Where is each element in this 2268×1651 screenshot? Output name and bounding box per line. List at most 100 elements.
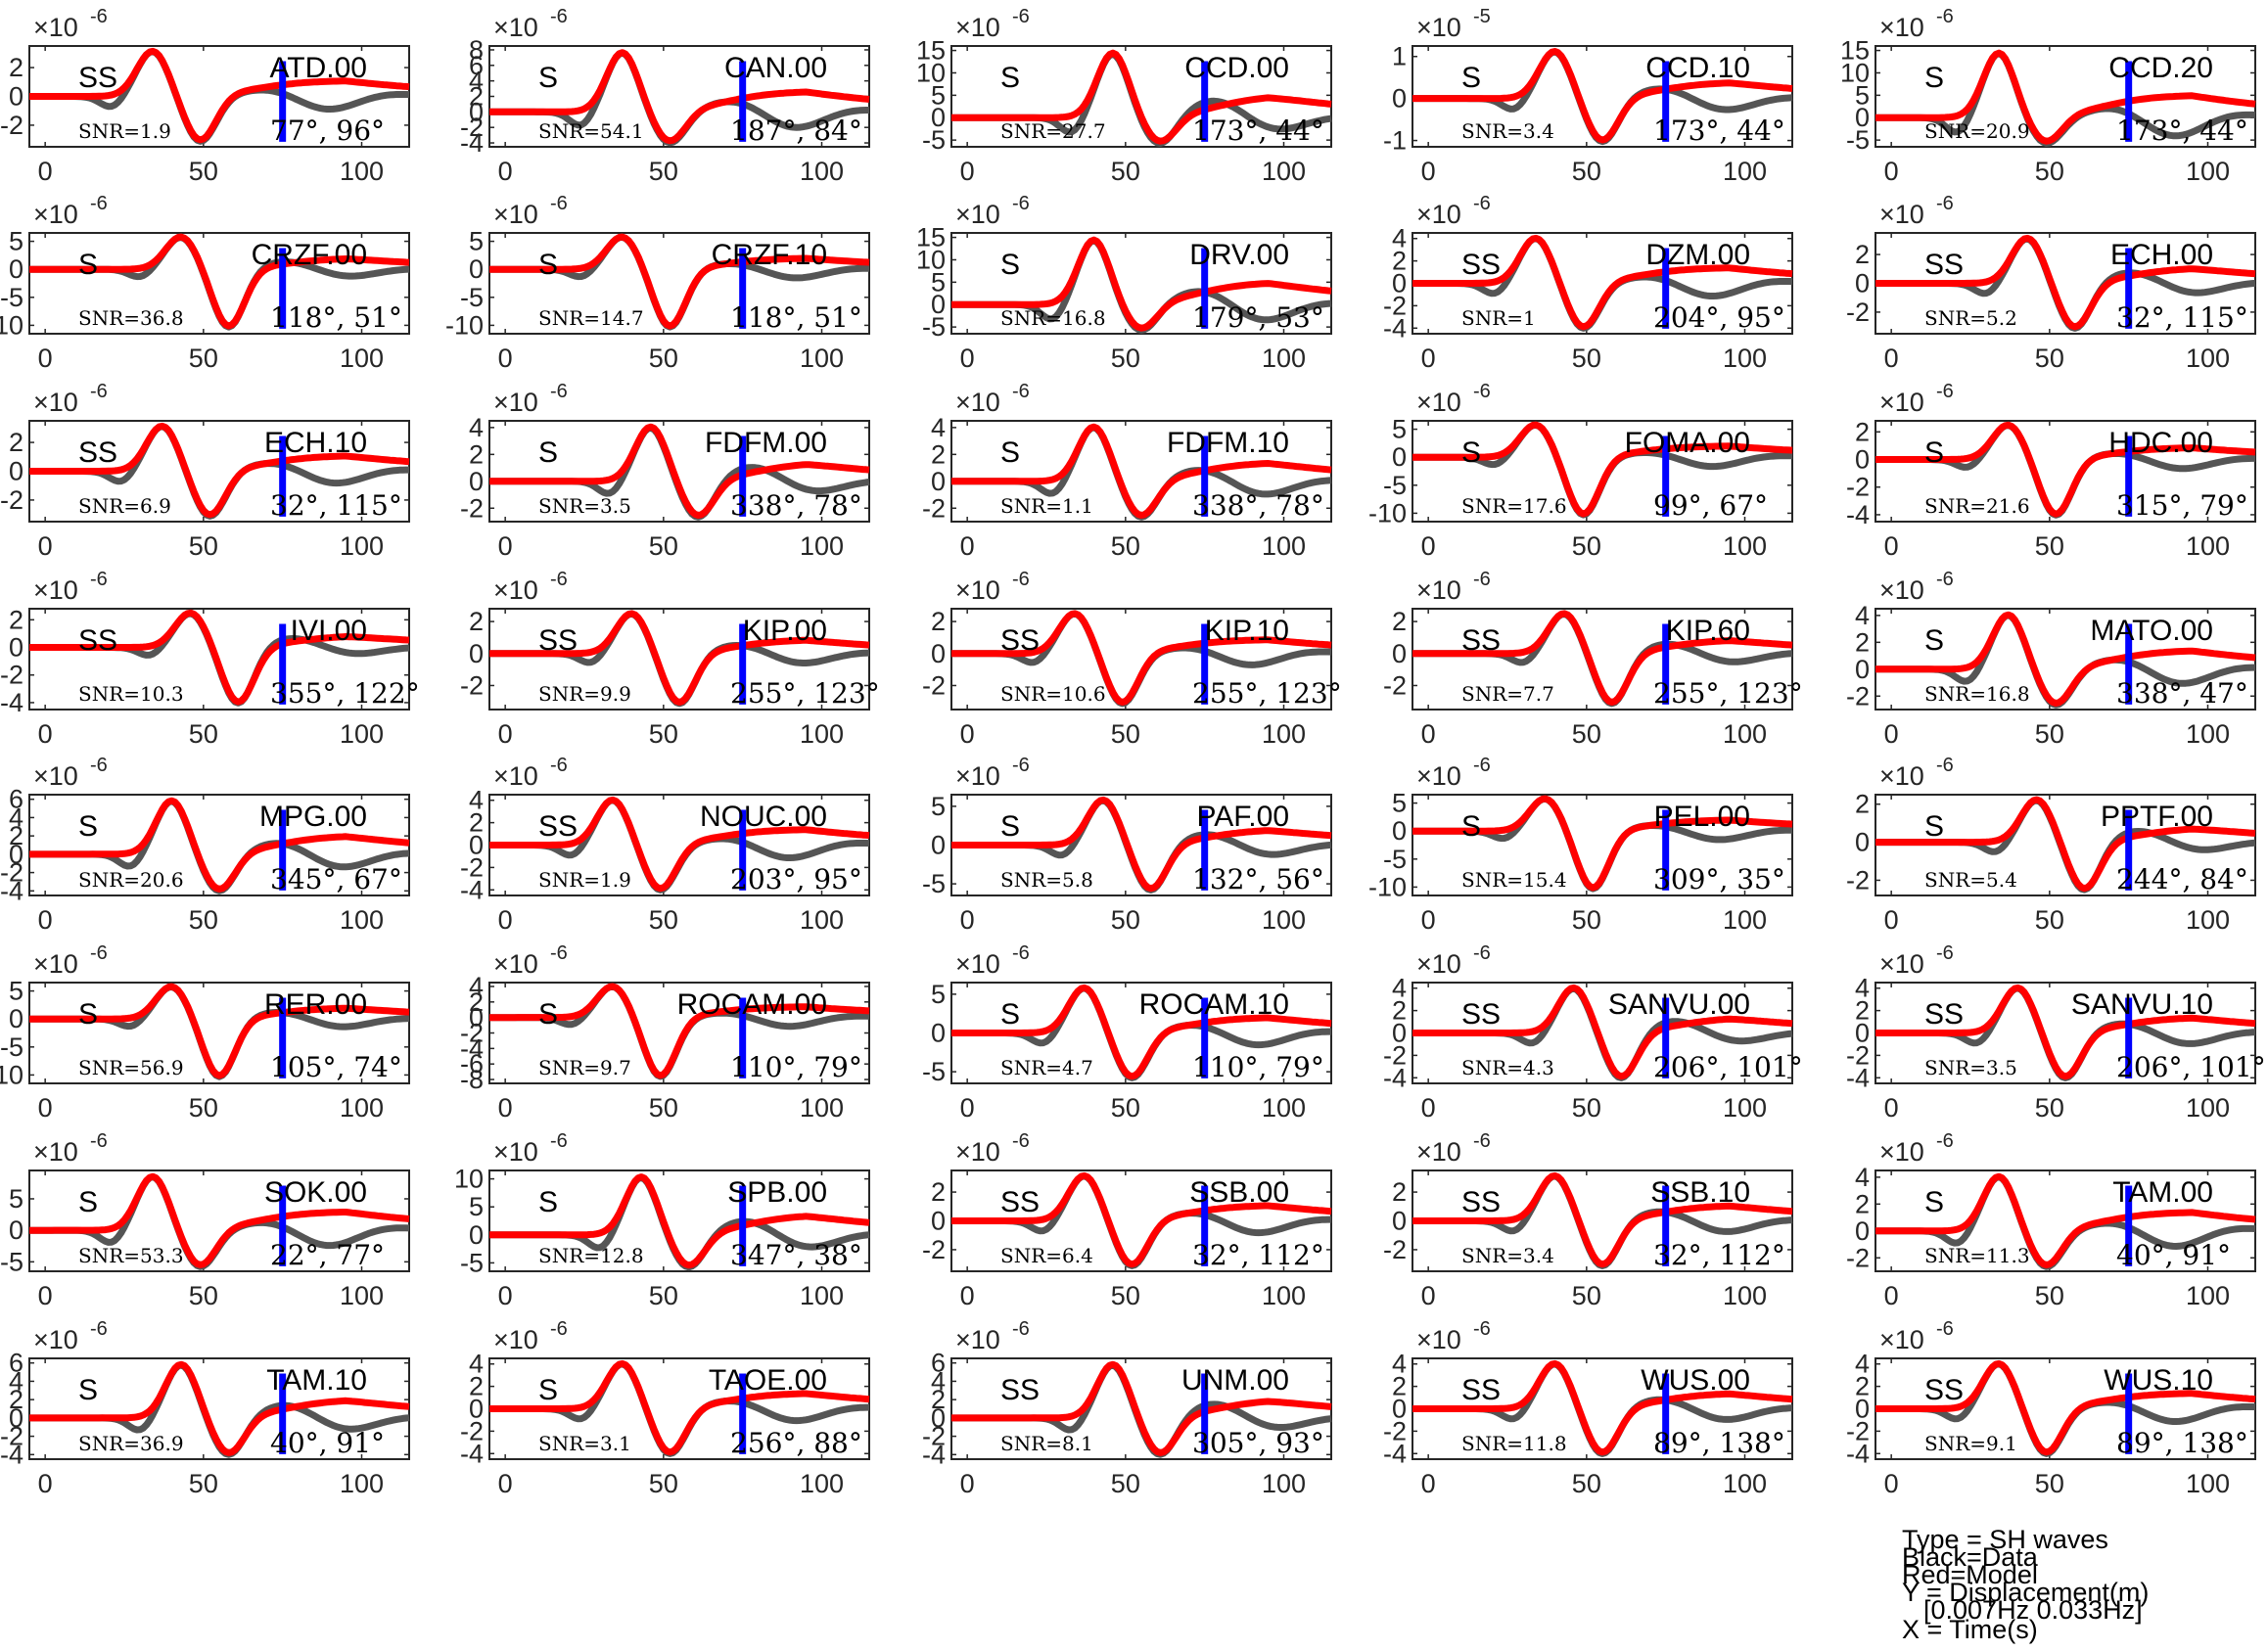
y-tick-label: 2 [931, 1177, 946, 1207]
y-exponent: -6 [90, 381, 108, 402]
y-multiplier: ×10 [33, 1325, 78, 1354]
station-label: DRV.00 [1189, 239, 1289, 271]
y-tick-label: -10 [1368, 872, 1407, 901]
x-tick-label: 0 [38, 1093, 53, 1123]
y-tick-label: 0 [469, 831, 484, 860]
snr-label: SNR=15.4 [1461, 868, 1567, 892]
y-multiplier: ×10 [1879, 761, 1924, 791]
phase-label: S [78, 998, 98, 1031]
y-tick-label: -4 [1846, 1439, 1870, 1468]
model-trace [488, 423, 870, 519]
angle-label: 118°, 51° [730, 301, 862, 334]
angle-label: 173°, 44° [1192, 115, 1324, 147]
y-tick-label: 5 [1392, 789, 1407, 818]
model-trace [1875, 796, 2256, 893]
angle-label: 355°, 122° [270, 677, 420, 710]
station-label: ECH.00 [2110, 239, 2213, 271]
y-tick-label: 8 [469, 35, 484, 65]
y-tick-label: 4 [1855, 974, 1870, 1003]
y-tick-label: 0 [1392, 442, 1407, 472]
y-multiplier: ×10 [33, 575, 78, 605]
y-tick-label: 4 [9, 803, 23, 832]
y-tick-label: -2 [460, 1416, 484, 1445]
x-tick-label: 100 [2186, 531, 2230, 561]
x-tick-label: 50 [189, 1281, 218, 1310]
model-trace [1875, 49, 2256, 145]
x-tick-label: 100 [1262, 1093, 1306, 1123]
snr-label: SNR=8.1 [1000, 1432, 1093, 1455]
y-tick-label: 2 [469, 607, 484, 636]
y-tick-label: 0 [931, 1207, 946, 1236]
phase-label: S [1461, 810, 1481, 843]
x-tick-label: 50 [2035, 719, 2064, 749]
phase-label: SS [1924, 998, 1964, 1031]
y-tick-label: 0 [9, 1403, 23, 1433]
y-tick-label: -2 [922, 493, 946, 523]
station-label: SANVU.00 [1608, 988, 1750, 1021]
y-multiplier: ×10 [955, 200, 1000, 229]
x-tick-label: 100 [800, 157, 844, 186]
y-tick-label: 4 [931, 413, 946, 442]
angle-label: 255°, 123° [730, 677, 880, 710]
y-multiplier: ×10 [1879, 1325, 1924, 1354]
snr-label: SNR=6.4 [1000, 1244, 1093, 1267]
y-exponent: -6 [550, 1318, 568, 1340]
x-tick-label: 50 [1572, 531, 1601, 561]
y-multiplier: ×10 [33, 13, 78, 42]
y-tick-label: 5 [1392, 415, 1407, 444]
legend-data: Black=Data [1902, 1542, 2038, 1572]
phase-label: S [1000, 436, 1020, 469]
x-tick-label: 50 [1111, 1469, 1140, 1498]
angle-label: 40°, 91° [270, 1427, 385, 1459]
x-tick-label: 0 [1421, 1093, 1436, 1123]
y-tick-label: -4 [460, 128, 484, 158]
snr-label: SNR=17.6 [1461, 494, 1567, 518]
legend-y: Y = Displacement(m) [1902, 1578, 2150, 1607]
x-tick-label: 100 [1723, 531, 1767, 561]
y-multiplier: ×10 [493, 761, 538, 791]
y-tick-label: 2 [469, 439, 484, 469]
snr-label: SNR=5.4 [1924, 868, 2017, 892]
model-trace [28, 422, 410, 519]
x-tick-label: 50 [2035, 157, 2064, 186]
y-tick-label: 0 [469, 639, 484, 668]
axes-box [488, 608, 870, 711]
y-multiplier: ×10 [1879, 575, 1924, 605]
y-tick-label: 2 [1392, 996, 1407, 1026]
y-multiplier: ×10 [1416, 388, 1461, 417]
x-tick-label: 100 [1723, 344, 1767, 373]
x-tick-label: 100 [340, 1281, 384, 1310]
y-tick-label: 0 [9, 1004, 23, 1033]
y-tick-label: -2 [460, 670, 484, 700]
y-tick-label: 4 [1855, 1163, 1870, 1192]
x-tick-label: 100 [2186, 157, 2230, 186]
station-label: CRZF.10 [712, 239, 827, 271]
model-trace [1412, 48, 1793, 144]
y-tick-label: 2 [1855, 627, 1870, 657]
phase-label: S [78, 1374, 98, 1406]
x-tick-label: 100 [800, 1469, 844, 1498]
x-tick-label: 50 [1572, 344, 1601, 373]
x-tick-label: 0 [1421, 1281, 1436, 1310]
phase-label: SS [1461, 624, 1501, 657]
x-tick-label: 50 [189, 157, 218, 186]
station-label: CCD.10 [1645, 52, 1750, 84]
snr-label: SNR=54.1 [538, 119, 644, 143]
x-tick-label: 100 [2186, 1093, 2230, 1123]
y-multiplier: ×10 [493, 1325, 538, 1354]
x-tick-label: 50 [189, 719, 218, 749]
phase-label: S [538, 436, 558, 469]
x-tick-label: 100 [340, 1469, 384, 1498]
angle-label: 338°, 78° [730, 489, 862, 522]
y-tick-label: 2 [469, 1372, 484, 1401]
phase-label: S [1000, 249, 1020, 281]
station-label: TAM.00 [2112, 1176, 2213, 1209]
model-trace [28, 1172, 410, 1268]
angle-label: 99°, 67° [1653, 489, 1768, 522]
y-tick-label: 0 [469, 467, 484, 496]
